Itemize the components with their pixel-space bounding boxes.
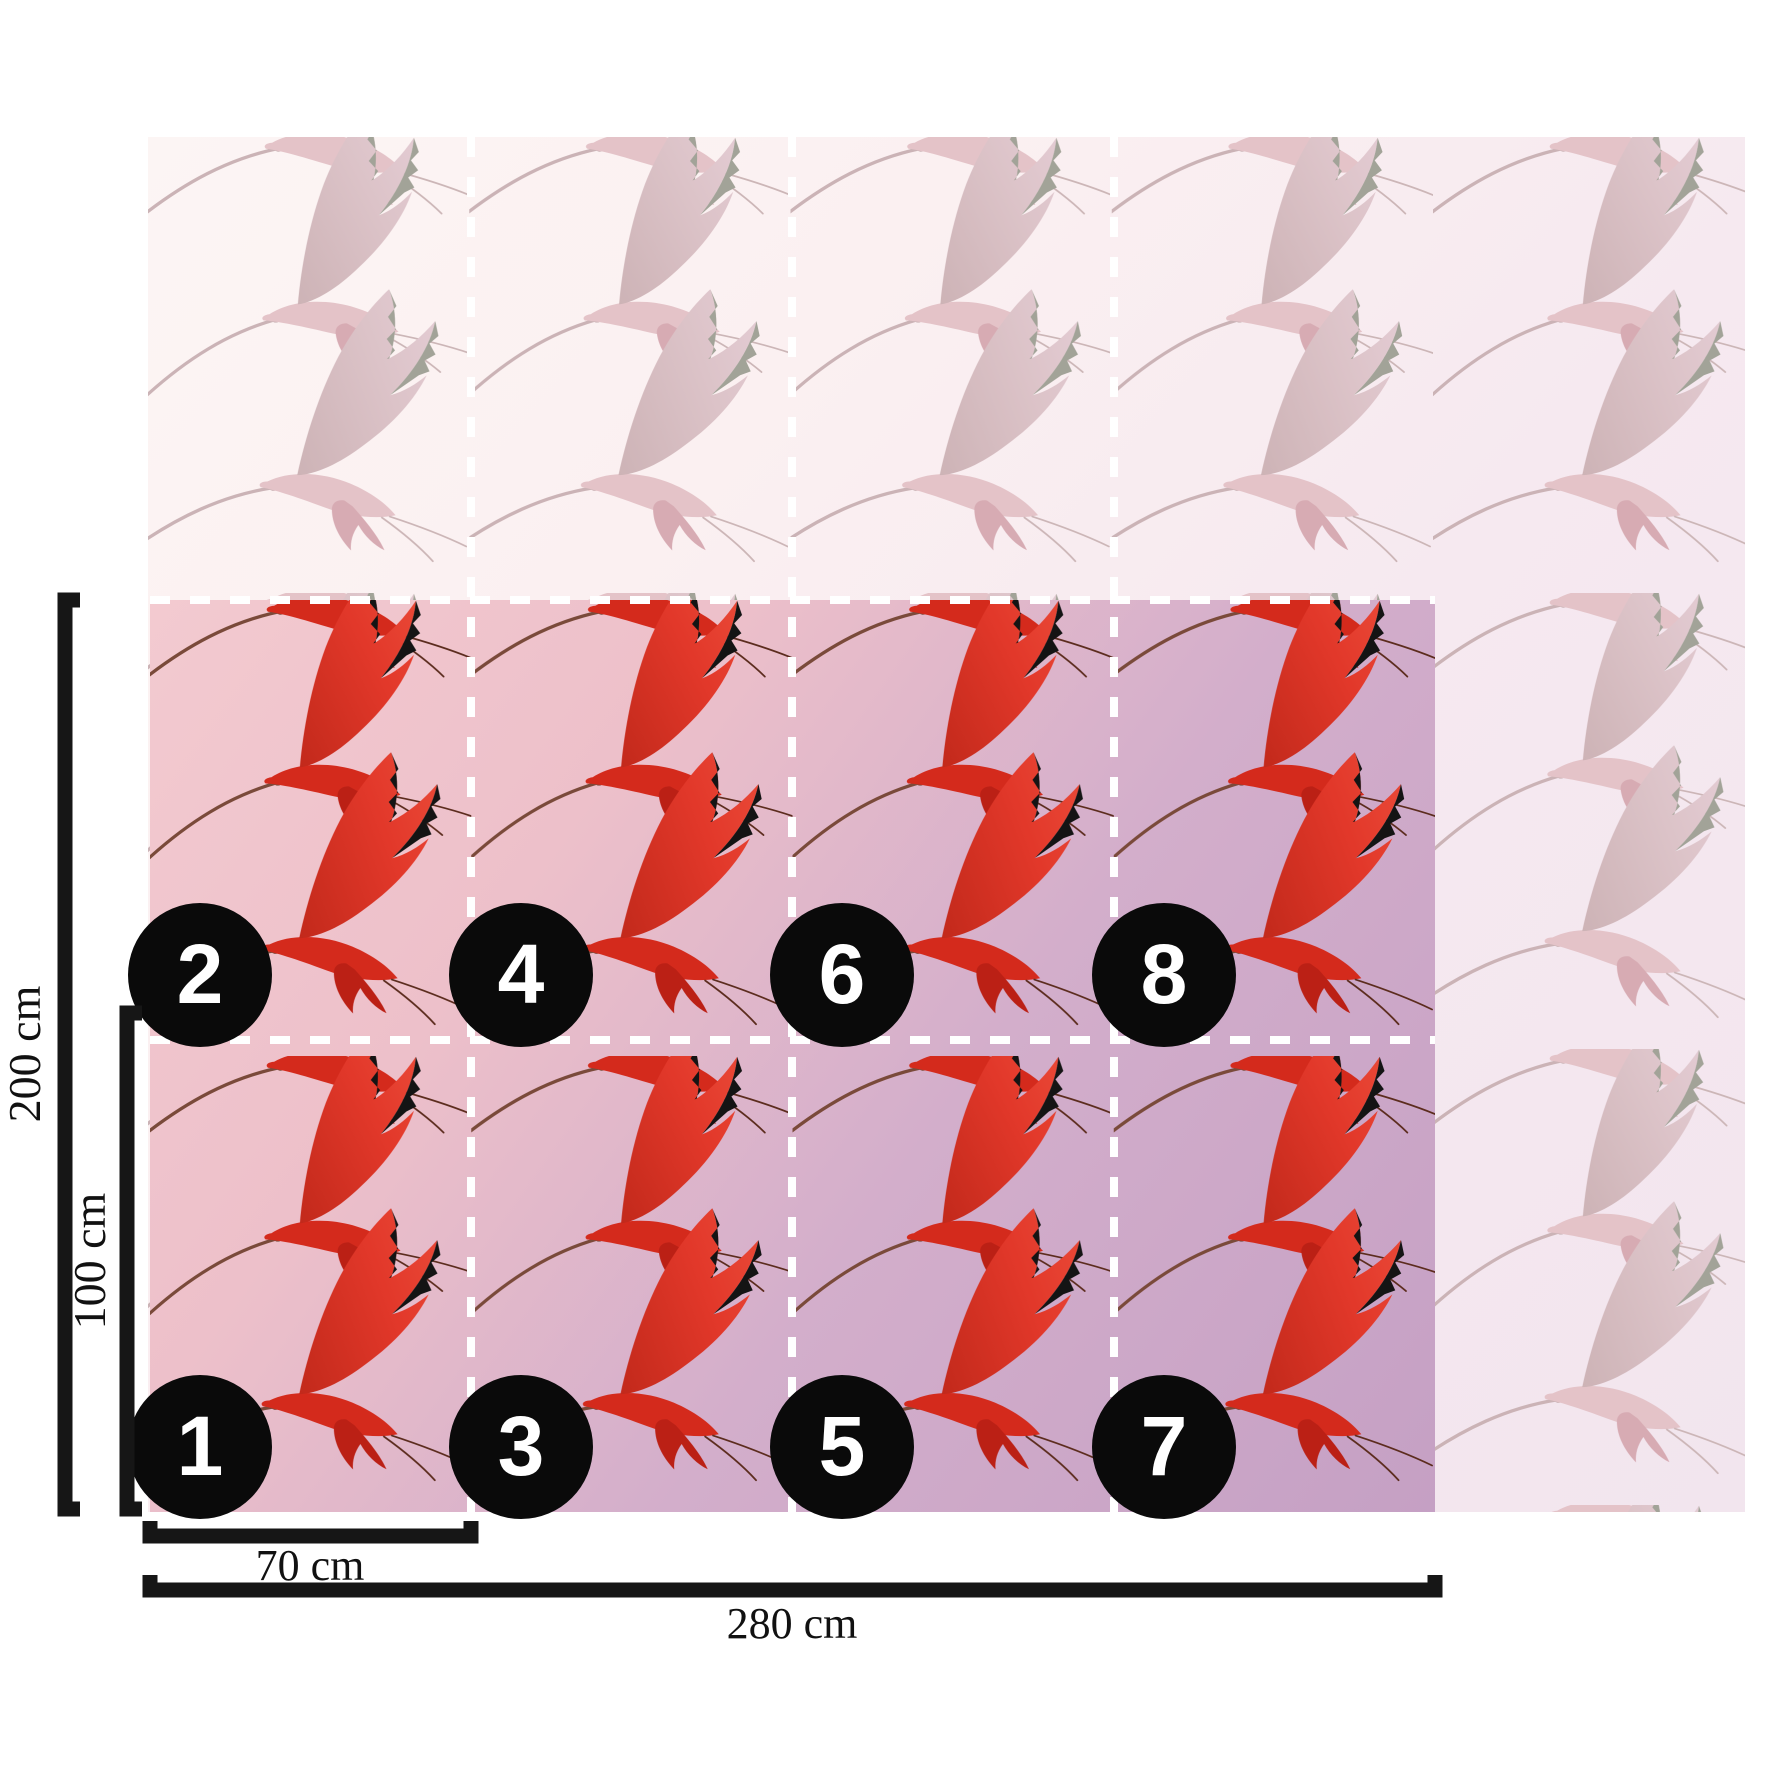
svg-text:6: 6 [819, 927, 866, 1021]
svg-text:5: 5 [819, 1399, 866, 1493]
svg-text:100 cm: 100 cm [64, 1192, 115, 1329]
svg-text:70 cm: 70 cm [256, 1541, 365, 1590]
svg-text:4: 4 [498, 927, 545, 1021]
svg-text:3: 3 [498, 1399, 545, 1493]
svg-text:8: 8 [1141, 927, 1188, 1021]
svg-text:7: 7 [1141, 1399, 1188, 1493]
svg-text:280 cm: 280 cm [727, 1599, 858, 1648]
svg-text:1: 1 [177, 1399, 224, 1493]
svg-text:2: 2 [177, 927, 224, 1021]
svg-text:200 cm: 200 cm [0, 985, 50, 1122]
